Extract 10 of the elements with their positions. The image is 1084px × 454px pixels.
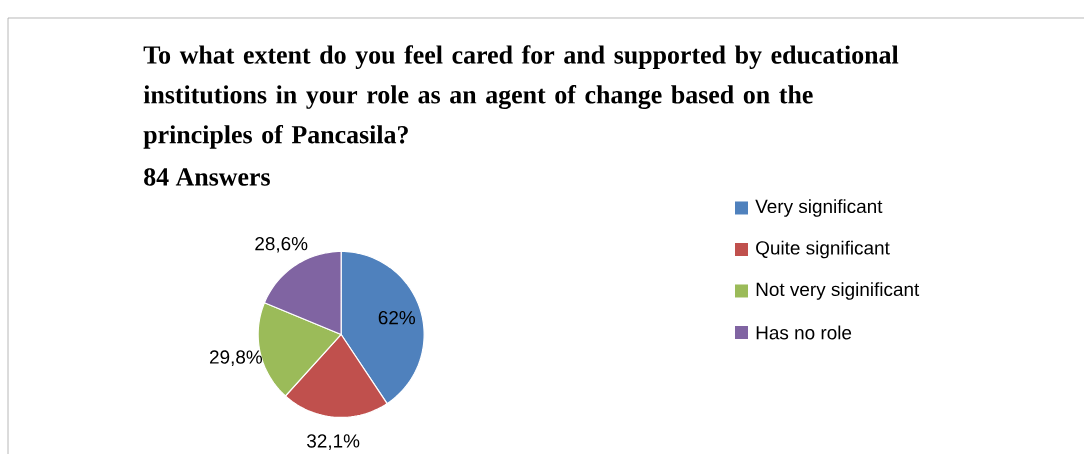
data-label: 29,8% xyxy=(209,350,263,366)
chart-title: To what extent do you feel cared for and supported by educational institutions in your role as an agent of change based on the principles of Pancasila? xyxy=(143,45,899,149)
data-label: 62% xyxy=(378,310,416,325)
legend-label: Not very siginificant xyxy=(756,282,920,300)
chart-subtitle: 84 Answers xyxy=(144,168,270,186)
data-label: 28,6% xyxy=(255,236,308,253)
data-label: 32,1% xyxy=(307,434,360,450)
legend-label: Very significant xyxy=(755,199,883,217)
legend-label: Quite significant xyxy=(756,240,890,259)
legend-label: Has no role xyxy=(756,325,852,340)
